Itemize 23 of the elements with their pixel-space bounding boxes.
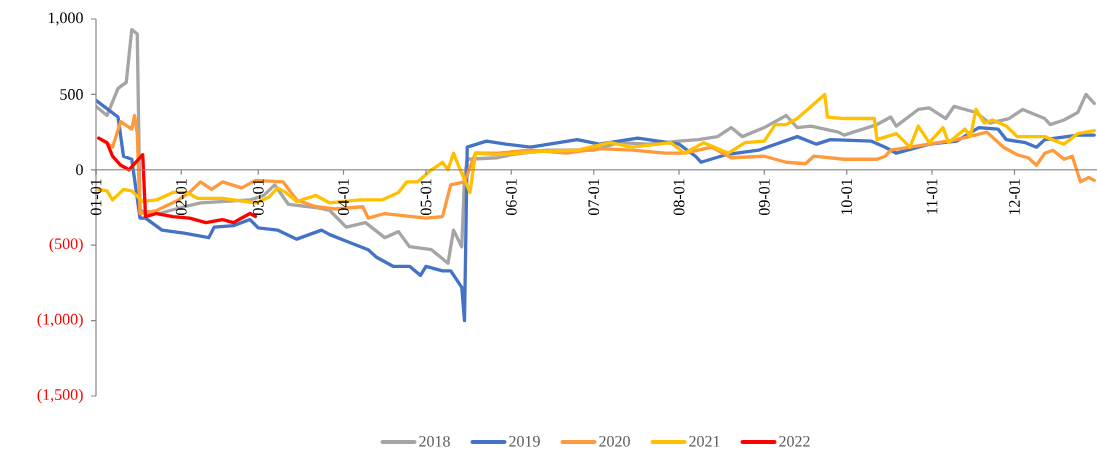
- x-tick-label: 03-01: [252, 179, 264, 216]
- y-tick-label: (1,500): [37, 388, 83, 404]
- legend-label: 2022: [779, 435, 810, 447]
- legend-label: 2021: [689, 435, 720, 447]
- y-tick-label: 1,000: [48, 12, 83, 26]
- y-tick-label: (500): [49, 237, 83, 253]
- x-tick-label: 02-01: [175, 179, 187, 216]
- y-tick-label: 0: [76, 164, 83, 176]
- x-tick-label: 01-01: [90, 179, 102, 216]
- x-tick-label: 12-01: [1009, 179, 1020, 215]
- x-tick-label: 07-01: [588, 179, 600, 216]
- x-tick-label: 08-01: [673, 179, 685, 216]
- x-tick-label: 11-01: [926, 179, 938, 214]
- x-tick-label: 06-01: [505, 179, 517, 216]
- legend-label: 2019: [509, 435, 540, 447]
- x-tick-label: 04-01: [338, 179, 349, 216]
- x-tick-label: 05-01: [420, 179, 432, 216]
- legend-label: 2020: [599, 435, 630, 447]
- x-tick-label: 10-01: [841, 179, 853, 215]
- legend-label: 2018: [419, 435, 450, 447]
- x-tick-label: 09-01: [758, 179, 770, 216]
- y-tick-label: 500: [60, 89, 83, 100]
- y-tick-label: (1,000): [37, 313, 83, 328]
